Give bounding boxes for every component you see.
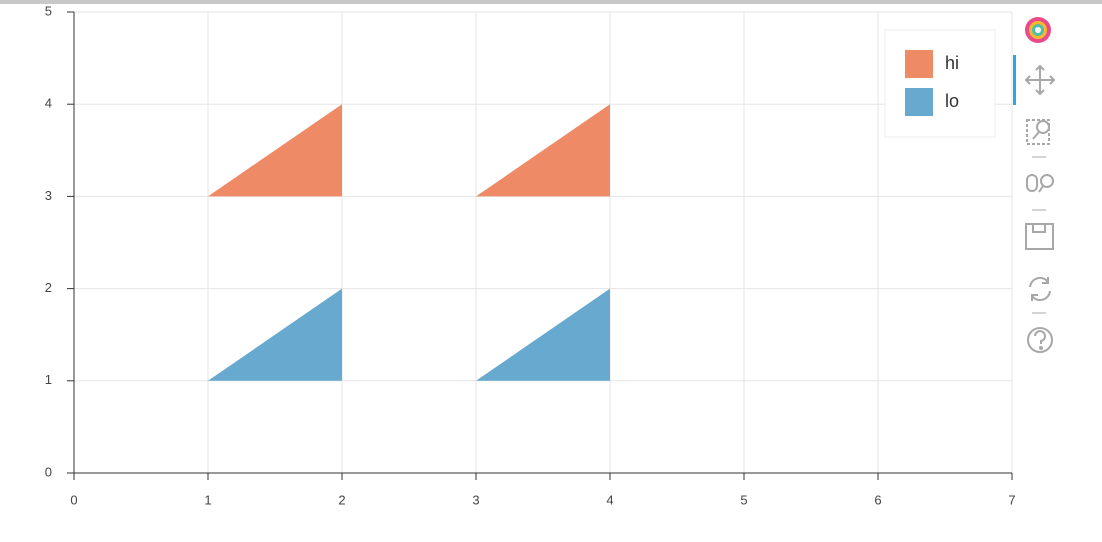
legend-label: lo [945,91,959,111]
x-tick-label: 3 [472,492,479,507]
legend-box [884,29,996,138]
x-tick-label: 6 [874,492,881,507]
reset-tool[interactable] [1029,276,1051,302]
legend-swatch [905,50,933,78]
plot: 0 1 2 3 4 5 6 7 0 1 2 3 4 5 hi lo [45,3,1016,507]
y-tick-label: 4 [45,96,52,111]
x-tick-label: 0 [70,492,77,507]
y-tick-label: 2 [45,280,52,295]
logo [1025,17,1051,43]
y-tick-label: 1 [45,372,52,387]
box-zoom-tool[interactable] [1026,119,1050,145]
pan-tool[interactable] [1024,64,1056,96]
y-tick-label: 5 [45,3,52,18]
legend-swatch [905,88,933,116]
save-tool[interactable] [1025,223,1054,250]
patch [476,104,610,197]
wheel-zoom-tool[interactable] [1026,174,1054,193]
patch [208,104,342,197]
legend-label: hi [945,53,959,73]
x-tick-label: 4 [606,492,613,507]
toolbar [1013,17,1056,353]
x-tick-label: 5 [740,492,747,507]
x-tick-label: 1 [204,492,211,507]
x-tick-label: 2 [338,492,345,507]
patch [208,288,342,381]
help-tool[interactable] [1027,327,1053,353]
window-bar [0,0,1102,4]
y-tick-label: 3 [45,188,52,203]
y-tick-label: 0 [45,464,52,479]
active-indicator [1013,55,1016,105]
x-tick-label: 7 [1008,492,1015,507]
patch [476,288,610,381]
